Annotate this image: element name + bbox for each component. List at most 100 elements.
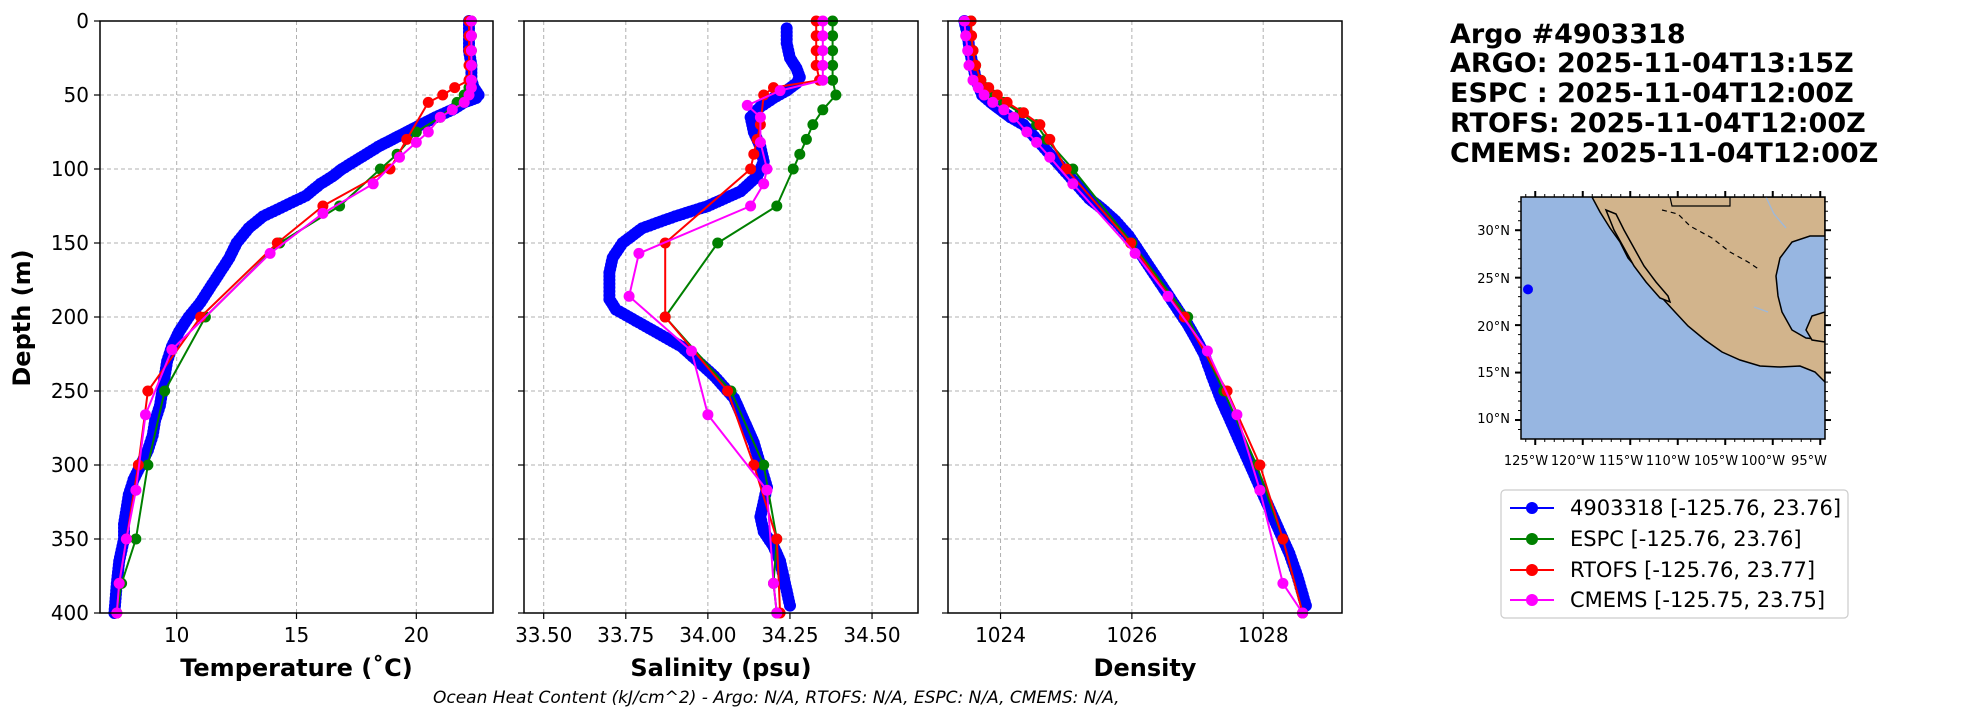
density-point-cmems [1067,178,1079,190]
temperature-point-espc [159,385,171,397]
salinity-point-cmems [817,45,829,57]
temperature-point-cmems [458,96,470,108]
map-lon-tick-120: 120°W [1551,454,1595,469]
salinity-point-cmems [817,30,829,42]
density-point-cmems [978,89,990,101]
legend-marker-rtofs [1526,564,1538,576]
salinity-point-espc [807,119,819,131]
depth-tick-label: 50 [64,83,89,107]
legend-label-espc: ESPC [-125.76, 23.76] [1570,527,1802,551]
location-map: 30°N 25°N 20°N 15°N 10°N 125°W 120°W 115… [1477,191,1831,469]
density-point-rtofs [1277,533,1289,545]
legend-entry-cmems: CMEMS [-125.75, 23.75] [1510,588,1825,612]
legend-marker-cmems [1526,594,1538,606]
salinity-point-cmems [741,99,753,111]
info-line-cmems-time: CMEMS: 2025-11-04T12:00Z [1450,138,1878,169]
salinity-point-cmems [754,136,766,148]
density-point-cmems [1231,409,1243,421]
depth-tick-label: 100 [51,157,89,181]
salinity-point-cmems [754,111,766,123]
legend-entry-espc: ESPC [-125.76, 23.76] [1510,527,1802,551]
info-line-float-id: Argo #4903318 [1450,19,1686,50]
salinity-point-cmems [745,200,757,212]
info-block: Argo #4903318 ARGO: 2025-11-04T13:15Z ES… [1450,19,1878,169]
depth-tick-label: 300 [51,453,89,477]
info-line-espc-time: ESPC : 2025-11-04T12:00Z [1450,78,1854,109]
salinity-point-cmems [686,345,697,357]
map-lon-tick-115: 115°W [1599,454,1643,469]
legend-label-argo: 4903318 [-125.76, 23.76] [1570,496,1841,520]
salinity-point-rtofs [771,533,783,545]
temperature-point-cmems [394,151,405,163]
salinity-point-rtofs [745,163,757,175]
salinity-point-cmems [774,85,786,97]
temperature-point-espc [142,459,154,471]
salinity-point-espc [817,104,829,116]
depth-tick-label: 0 [76,9,89,33]
temperature-point-rtofs [384,163,396,175]
salinity-point-rtofs [659,311,671,323]
salinity-point-espc [827,30,839,42]
temperature-point-cmems [434,111,446,123]
density-point-cmems [1162,290,1174,302]
density-point-rtofs [1254,459,1266,471]
info-line-argo-time: ARGO: 2025-11-04T13:15Z [1450,48,1854,79]
salinity-point-cmems [768,577,779,589]
temperature-point-cmems [367,178,379,190]
salinity-point-espc [827,45,839,57]
salinity-ticks: 33.50 33.75 34.00 34.25 34.50 [515,20,901,647]
density-xtick-label: 1026 [1106,623,1157,647]
temperature-point-cmems [465,30,477,42]
salinity-point-cmems [623,290,635,302]
salinity-point-cmems [817,74,829,86]
density-xtick-label: 1024 [975,623,1026,647]
temperature-point-rtofs [142,385,154,397]
salinity-xtick-label: 34.25 [761,623,818,647]
temperature-point-cmems [422,126,434,138]
map-lat-tick-25: 25°N [1477,272,1510,287]
salinity-xtick-label: 34.50 [843,623,900,647]
density-point-cmems [962,45,974,57]
density-ticks: 1024 1026 1028 [942,20,1289,647]
density-point-cmems [1201,345,1213,357]
temperature-point-rtofs [437,89,449,101]
temperature-xtick-label: 10 [164,623,189,647]
salinity-xtick-label: 33.50 [515,623,572,647]
density-point-cmems [1031,136,1043,148]
legend: 4903318 [-125.76, 23.76] ESPC [-125.76, … [1500,489,1849,619]
depth-tick-label: 400 [51,601,89,625]
temperature-point-cmems [130,484,142,496]
map-lon-tick-110: 110°W [1646,454,1690,469]
map-lon-tick-125: 125°W [1504,454,1548,469]
depth-axis-title: Depth (m) [8,249,36,386]
density-point-cmems [960,30,972,42]
density-axis-title: Density [1094,654,1197,682]
density-point-cmems [1044,151,1056,163]
temperature-point-cmems [113,577,125,589]
map-river [1753,197,1787,313]
density-point-cmems [972,82,984,94]
legend-entry-argo: 4903318 [-125.76, 23.76] [1510,496,1841,520]
salinity-series [603,15,842,619]
temperature-point-cmems [140,409,151,421]
map-ticks [1515,191,1831,445]
depth-tick-label: 250 [51,379,89,403]
density-point-cmems [963,59,975,71]
temperature-point-rtofs [401,133,413,145]
salinity-xtick-label: 34.00 [679,623,736,647]
map-lon-tick-105: 105°W [1694,454,1738,469]
info-line-rtofs-time: RTOFS: 2025-11-04T12:00Z [1450,108,1866,139]
salinity-panel: 33.50 33.75 34.00 34.25 34.50 Salinity (psu) [515,15,919,682]
temperature-axis-title: Temperature (˚C) [180,654,413,682]
temperature-series [108,15,485,619]
density-point-cmems [1008,111,1020,123]
legend-entry-rtofs: RTOFS [-125.76, 23.77] [1510,558,1815,582]
legend-marker-argo [1526,502,1538,514]
temperature-point-rtofs [449,82,461,94]
map-lon-tick-95: 95°W [1791,454,1827,469]
salinity-point-espc [712,237,724,249]
temperature-point-cmems [317,207,329,219]
